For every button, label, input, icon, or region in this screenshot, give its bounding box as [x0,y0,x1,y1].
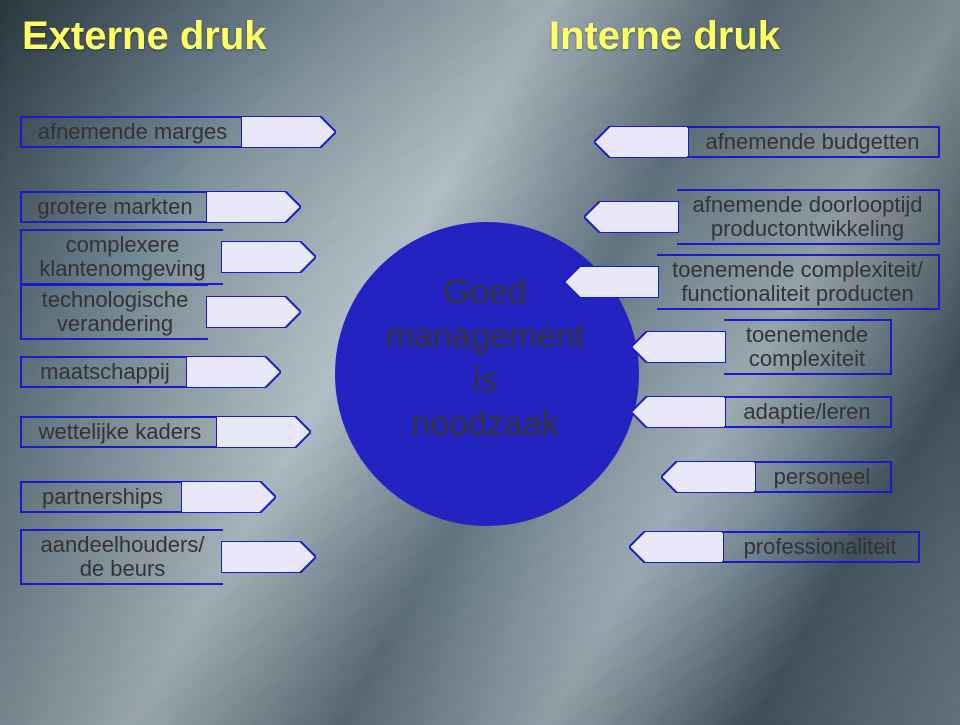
arrow-left-icon [564,266,659,298]
right-item: toenemende complexiteit [631,325,892,369]
left-item: grotere markten [20,185,301,229]
right-item: afnemende budgetten [594,120,940,164]
arrow-right-icon [241,116,336,148]
left-item-label: complexere klantenomgeving [20,229,223,285]
arrow-left-icon [661,461,756,493]
left-item: partnerships [20,475,276,519]
right-item-label: professionaliteit [722,531,920,563]
right-item-label: toenemende complexiteit/ functionaliteit… [657,254,940,310]
right-item: personeel [661,455,892,499]
arrow-left-icon [629,531,724,563]
arrow-right-icon [186,356,281,388]
arrow-right-icon [206,296,301,328]
left-item: maatschappij [20,350,281,394]
left-item: afnemende marges [20,110,336,154]
right-item-label: afnemende doorlooptijd productontwikkeli… [677,189,940,245]
left-item-label: wettelijke kaders [20,416,218,448]
right-item: afnemende doorlooptijd productontwikkeli… [584,195,940,239]
arrow-left-icon [594,126,689,158]
arrow-left-icon [584,201,679,233]
arrow-right-icon [221,241,316,273]
right-item-label: personeel [754,461,892,493]
left-item-label: technologische verandering [20,284,208,340]
right-item: toenemende complexiteit/ functionaliteit… [564,260,940,304]
arrow-right-icon [221,541,316,573]
right-item-label: afnemende budgetten [687,126,940,158]
left-item-label: afnemende marges [20,116,243,148]
diagram-stage: Externe druk Interne druk Goedmanagement… [0,0,960,725]
center-text-line: Goed [380,270,590,314]
left-item-label: grotere markten [20,191,208,223]
right-item: adaptie/leren [631,390,892,434]
title-right: Interne druk [549,14,780,59]
arrow-right-icon [216,416,311,448]
arrow-right-icon [206,191,301,223]
arrow-left-icon [631,396,726,428]
right-item-label: adaptie/leren [724,396,892,428]
center-text: Goedmanagementisnoodzaak [380,270,590,446]
arrow-left-icon [631,331,726,363]
center-text-line: management [380,314,590,358]
center-text-line: noodzaak [380,402,590,446]
title-left: Externe druk [22,14,267,59]
left-item-label: maatschappij [20,356,188,388]
left-item: aandeelhouders/ de beurs [20,535,316,579]
right-item-label: toenemende complexiteit [724,319,892,375]
arrow-right-icon [181,481,276,513]
center-text-line: is [380,358,590,402]
left-item: complexere klantenomgeving [20,235,316,279]
right-item: professionaliteit [629,525,920,569]
left-item: technologische verandering [20,290,301,334]
left-item-label: aandeelhouders/ de beurs [20,529,223,585]
left-item-label: partnerships [20,481,183,513]
left-item: wettelijke kaders [20,410,311,454]
